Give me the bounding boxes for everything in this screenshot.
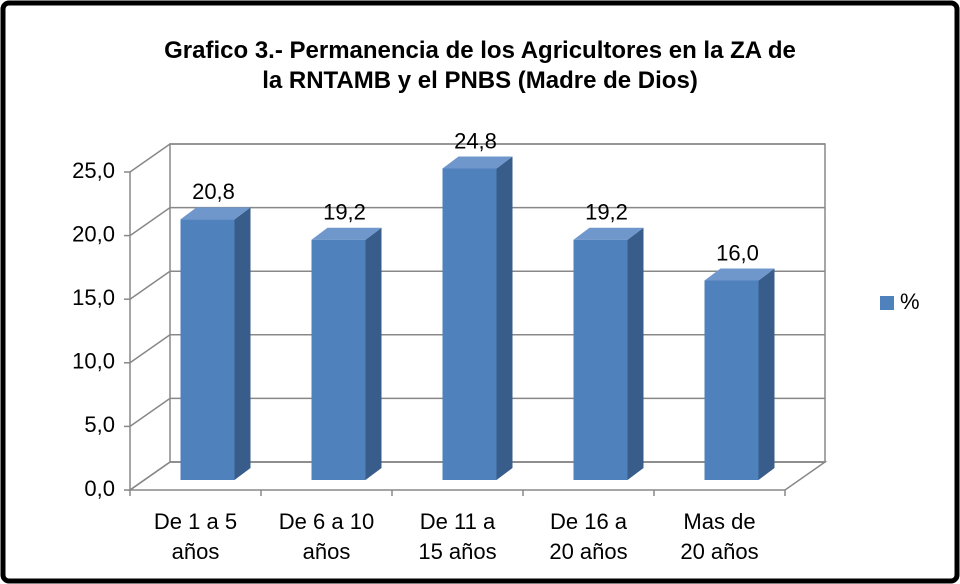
bar-side [758, 268, 775, 480]
y-tick-label: 10,0 [72, 349, 115, 374]
x-tick-label: De 11 a 15 años [418, 509, 496, 564]
bar-front [704, 280, 759, 480]
data-label: 16,0 [716, 240, 759, 265]
data-label: 24,8 [454, 128, 497, 153]
bar-side [496, 156, 513, 480]
bar-side [365, 227, 382, 480]
bar-side [234, 207, 251, 480]
data-label: 19,2 [323, 200, 366, 225]
bar [704, 268, 775, 480]
bar [442, 156, 513, 480]
y-tick-label: 5,0 [84, 412, 115, 437]
legend-label: % [900, 289, 920, 314]
data-label: 19,2 [585, 200, 628, 225]
bar-top [442, 156, 513, 169]
bar-front [573, 239, 628, 480]
bar [311, 227, 382, 480]
bar [573, 227, 644, 480]
bar-side [627, 227, 644, 480]
y-tick-label: 25,0 [72, 158, 115, 183]
y-tick-label: 20,0 [72, 221, 115, 246]
bar-front [311, 239, 366, 480]
bar-top [704, 268, 775, 281]
x-tick-label: Mas de 20 años [680, 509, 758, 564]
grid-line [129, 206, 825, 237]
x-tick-label: De 6 a 10 años [279, 509, 374, 564]
legend-swatch [880, 296, 894, 310]
grid-line [129, 143, 825, 173]
bar-top [311, 227, 382, 240]
x-tick-label: De 16 a 20 años [549, 509, 627, 564]
bar-top [180, 207, 251, 220]
chart-title: Grafico 3.- Permanencia de los Agriculto… [164, 37, 796, 94]
bar-front [180, 219, 235, 480]
x-tick-label: De 1 a 5 años [154, 509, 237, 564]
bar [180, 207, 251, 480]
y-tick-label: 15,0 [72, 285, 115, 310]
y-tick-label: 0,0 [84, 476, 115, 501]
data-label: 20,8 [192, 179, 235, 204]
bar-front [442, 168, 497, 480]
bar-top [573, 227, 644, 240]
